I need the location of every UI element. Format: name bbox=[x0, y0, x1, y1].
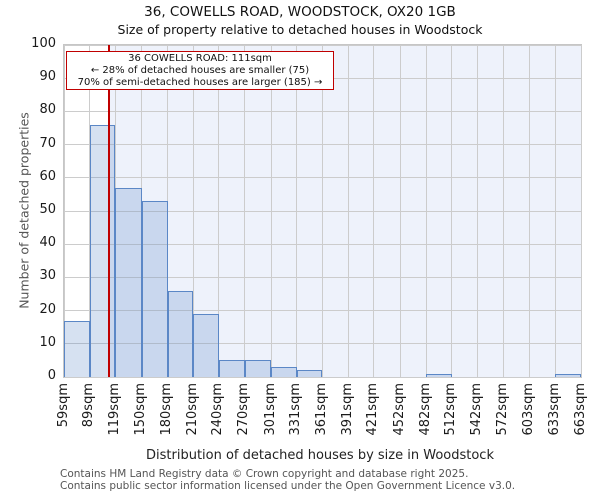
histogram-bar bbox=[89, 124, 116, 377]
y-tick-label: 10 bbox=[39, 334, 56, 350]
v-gridline bbox=[580, 45, 582, 377]
v-gridline bbox=[529, 45, 531, 377]
y-tick-label: 20 bbox=[39, 301, 56, 317]
y-tick-label: 90 bbox=[39, 69, 56, 85]
y-tick-label: 70 bbox=[39, 135, 56, 151]
x-tick-label: 663sqm bbox=[572, 383, 588, 436]
x-tick-label: 240sqm bbox=[210, 383, 226, 436]
x-tick-label: 210sqm bbox=[184, 383, 200, 436]
v-gridline bbox=[476, 45, 478, 377]
v-gridline bbox=[425, 45, 427, 377]
x-tick-label: 270sqm bbox=[236, 383, 252, 436]
y-tick-label: 100 bbox=[31, 36, 56, 51]
property-size-marker-line bbox=[107, 45, 110, 377]
v-gridline bbox=[63, 45, 65, 377]
x-tick-label: 603sqm bbox=[521, 383, 537, 436]
histogram-bar bbox=[64, 320, 90, 377]
histogram-bar bbox=[141, 201, 168, 377]
x-tick-label: 482sqm bbox=[417, 383, 433, 436]
y-tick-label: 50 bbox=[39, 202, 56, 217]
histogram-bar bbox=[244, 360, 272, 377]
x-tick-label: 119sqm bbox=[106, 383, 122, 436]
footer-attribution-line1: Contains HM Land Registry data © Crown c… bbox=[60, 468, 469, 480]
x-tick-label: 361sqm bbox=[314, 383, 329, 436]
x-tick-label: 452sqm bbox=[391, 383, 407, 436]
footer-attribution-line2: Contains public sector information licen… bbox=[60, 480, 516, 492]
y-tick-label: 80 bbox=[39, 102, 56, 118]
v-gridline bbox=[167, 45, 169, 377]
v-gridline bbox=[244, 45, 246, 377]
histogram-bar bbox=[115, 187, 142, 377]
v-gridline bbox=[554, 45, 556, 377]
v-gridline bbox=[218, 45, 220, 377]
v-gridline bbox=[270, 45, 272, 377]
y-tick-label: 40 bbox=[39, 235, 56, 251]
y-axis-label: Number of detached properties bbox=[16, 112, 32, 309]
plot-area bbox=[63, 44, 582, 378]
annotation-line-2: ← 28% of detached houses are smaller (75… bbox=[90, 64, 310, 76]
x-tick-label: 301sqm bbox=[262, 383, 278, 436]
histogram-bar bbox=[271, 367, 297, 377]
x-tick-label: 150sqm bbox=[133, 383, 149, 436]
chart-subtitle: Size of property relative to detached ho… bbox=[117, 22, 483, 37]
chart-title: 36, COWELLS ROAD, WOODSTOCK, OX20 1GB bbox=[144, 4, 456, 20]
x-tick-label: 512sqm bbox=[443, 383, 459, 436]
y-tick-label: 60 bbox=[39, 168, 56, 184]
histogram-bar bbox=[167, 290, 194, 377]
x-tick-label: 180sqm bbox=[159, 383, 175, 436]
annotation-box: 36 COWELLS ROAD: 111sqm ← 28% of detache… bbox=[66, 51, 334, 90]
v-gridline bbox=[347, 45, 349, 377]
v-gridline bbox=[399, 45, 401, 377]
v-gridline bbox=[451, 45, 453, 377]
annotation-line-3: 70% of semi-detached houses are larger (… bbox=[77, 76, 323, 88]
v-gridline bbox=[502, 45, 504, 377]
x-tick-label: 633sqm bbox=[546, 383, 562, 436]
histogram-bar bbox=[426, 373, 452, 377]
y-tick-label: 0 bbox=[47, 368, 56, 383]
v-gridline bbox=[192, 45, 194, 377]
x-tick-label: 572sqm bbox=[494, 383, 510, 436]
h-gridline bbox=[64, 376, 581, 378]
histogram-bar bbox=[555, 373, 581, 377]
x-tick-label: 391sqm bbox=[339, 383, 355, 436]
v-gridline bbox=[373, 45, 375, 377]
v-gridline bbox=[296, 45, 298, 377]
x-tick-label: 59sqm bbox=[55, 383, 71, 428]
x-tick-label: 421sqm bbox=[365, 383, 381, 436]
y-tick-label: 30 bbox=[39, 268, 56, 284]
x-tick-label: 331sqm bbox=[288, 383, 304, 436]
histogram-bar bbox=[296, 370, 323, 377]
x-axis-label: Distribution of detached houses by size … bbox=[146, 448, 494, 463]
x-tick-label: 89sqm bbox=[81, 383, 97, 428]
annotation-line-1: 36 COWELLS ROAD: 111sqm bbox=[128, 52, 272, 64]
v-gridline bbox=[322, 45, 323, 377]
x-tick-label: 542sqm bbox=[468, 383, 484, 436]
histogram-bar bbox=[218, 360, 245, 377]
histogram-bar bbox=[193, 313, 219, 377]
